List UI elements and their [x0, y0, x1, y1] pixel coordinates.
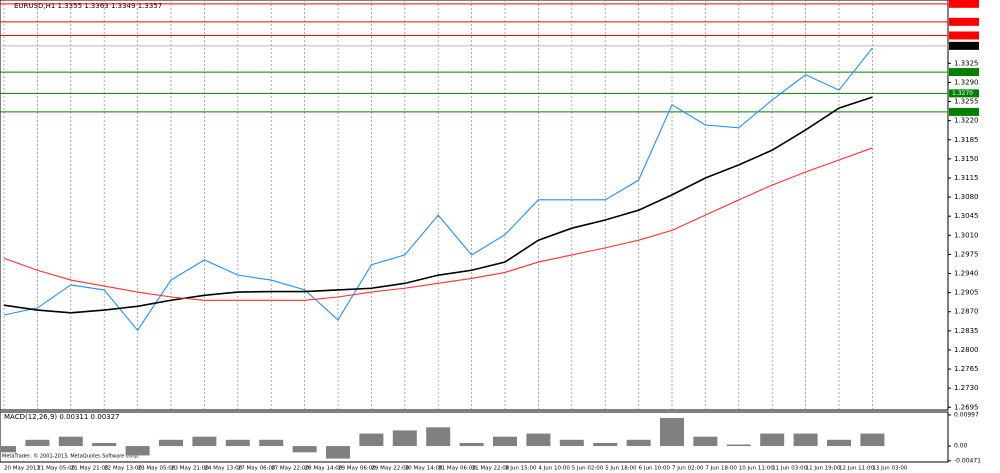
bar [626, 439, 651, 447]
bar [827, 439, 851, 447]
x-tick-label: 28 May 14:00 [305, 466, 343, 472]
y-tick-label: 1.2730 [954, 384, 979, 392]
footer: MetaTrader, © 2001-2013, MetaQuotes Soft… [2, 453, 140, 460]
bar [526, 433, 551, 447]
bar [593, 442, 618, 447]
bar [92, 442, 117, 447]
bar [693, 436, 718, 447]
bar [726, 444, 751, 447]
x-tick-label: 24 May 13:00 [204, 466, 242, 472]
y-tick-label: 1.3080 [954, 193, 979, 201]
x-tick-label: 7 Jun 02:00 [672, 466, 704, 472]
x-tick-label: 12 Jun 11:00 [839, 466, 874, 472]
level-tag [949, 17, 979, 26]
bar [58, 436, 83, 447]
y-tick-label: 1.2695 [954, 403, 979, 411]
x-tick-label: 31 May 06:00 [438, 466, 476, 472]
bar [459, 442, 484, 447]
level-tag [949, 107, 979, 116]
y-tick-label: 1.2975 [954, 250, 979, 258]
x-tick-label: 27 May 22:00 [271, 466, 309, 472]
y-tick-label: 1.3115 [954, 174, 979, 182]
y-tick-label: 0.00997 [954, 411, 979, 418]
y-tick-label: 1.3290 [954, 78, 979, 86]
bar [326, 446, 350, 459]
bar [760, 433, 785, 447]
bar [426, 427, 451, 447]
macd-title: MACD(12,26,9) 0.00311 0.00327 [4, 413, 120, 421]
x-tick-label: 31 May 22:00 [472, 466, 510, 472]
x-tick-label: 22 May 13:00 [104, 466, 142, 472]
y-tick-label: 1.2800 [954, 346, 979, 354]
bar [559, 439, 584, 447]
x-tick-label: 5 Jun 02:00 [572, 466, 604, 472]
bar [493, 436, 517, 447]
bar [192, 436, 217, 447]
y-tick-label: 1.2905 [954, 289, 979, 297]
level-tag [949, 41, 979, 50]
y-tick-label: 0.00 [954, 443, 968, 450]
y-tick-label: 1.2835 [954, 327, 979, 335]
x-tick-label: 30 May 14:00 [405, 466, 443, 472]
y-tick-label: 1.3220 [954, 117, 979, 125]
x-tick-label: 4 Jun 10:00 [538, 466, 570, 472]
x-tick-label: 6 Jun 10:00 [639, 466, 671, 472]
series-line [3, 47, 873, 332]
x-tick-label: 5 Jun 18:00 [605, 466, 637, 472]
x-tick-label: 11 Jun 19:00 [806, 466, 841, 472]
bar [392, 430, 417, 447]
x-tick-label: 20 May 2013 [4, 466, 40, 472]
x-tick-label: 29 May 22:00 [371, 466, 409, 472]
x-tick-label: 27 May 06:00 [238, 466, 276, 472]
bar [0, 446, 16, 453]
x-tick-label: 3 Jun 15:00 [505, 466, 537, 472]
series-line [3, 96, 873, 314]
x-tick-label: 29 May 06:00 [338, 466, 376, 472]
y-tick-label: 1.2870 [954, 308, 979, 316]
y-tick-label: 1.2940 [954, 270, 979, 278]
bar [225, 439, 250, 447]
x-tick-label: 21 May 05:00 [37, 466, 75, 472]
series-line [3, 147, 873, 301]
bar [259, 439, 284, 447]
level-tag [949, 89, 979, 98]
macd-panel [0, 411, 949, 463]
chart-title: EURUSD,H1 1.3355 1.3363 1.3349 1.3357 [14, 2, 162, 10]
y-tick-label: 1.2765 [954, 365, 979, 373]
y-tick-label: 1.3325 [954, 59, 979, 67]
bar [25, 439, 50, 447]
x-tick-label: 10 Jun 11:00 [739, 466, 774, 472]
bar [660, 417, 684, 447]
y-tick-label: 1.3150 [954, 155, 979, 163]
x-tick-label: 7 Jun 18:00 [705, 466, 737, 472]
level-tag [949, 68, 979, 77]
x-tick-label: 11 Jun 03:00 [772, 466, 807, 472]
y-tick-label: 1.3185 [954, 136, 979, 144]
x-tick-label: 23 May 05:00 [138, 466, 176, 472]
main-panel [0, 0, 949, 411]
bar [125, 446, 150, 456]
level-label: 1.3270 [952, 90, 973, 97]
x-tick-label: 13 Jun 03:00 [872, 466, 907, 472]
y-tick-label: 1.3255 [954, 98, 979, 106]
bar [793, 433, 818, 447]
bar [159, 439, 183, 447]
bar [292, 446, 317, 453]
bar [359, 433, 384, 447]
level-tag [949, 31, 979, 40]
bar [860, 433, 885, 447]
y-tick-label: -0.00471 [954, 457, 981, 464]
y-tick-label: 1.3045 [954, 212, 979, 220]
x-tick-label: 23 May 21:00 [171, 466, 209, 472]
level-tag [949, 0, 979, 8]
y-tick-label: 1.3010 [954, 231, 979, 239]
x-tick-label: 21 May 21:00 [71, 466, 109, 472]
